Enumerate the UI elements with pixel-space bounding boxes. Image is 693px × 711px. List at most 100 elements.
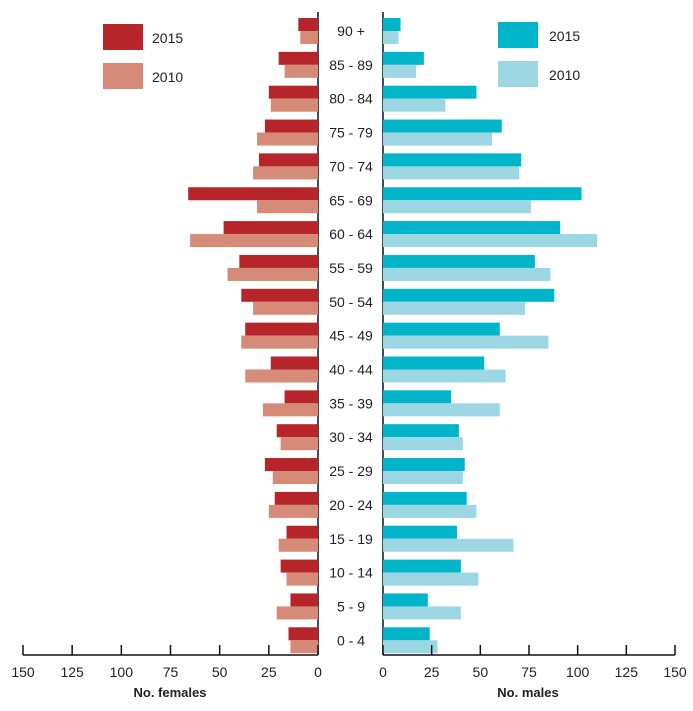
female-bar-2015-5 [188,187,318,201]
male-bar-2010-14 [383,504,477,518]
age-group-label: 25 - 29 [329,463,373,479]
age-group-label: 0 - 4 [337,632,365,648]
female-legend-swatch-2010 [103,63,143,89]
male-x-tick-label: 75 [521,664,537,680]
female-bar-2015-12 [276,424,318,438]
age-group-label: 20 - 24 [329,497,373,513]
female-bar-2015-3 [264,119,318,133]
female-x-tick-label: 75 [163,664,179,680]
male-bar-2015-6 [383,221,561,235]
male-x-tick-label: 125 [615,664,639,680]
age-group-label: 30 - 34 [329,429,373,445]
female-bar-2010-13 [272,471,318,485]
age-group-label: 55 - 59 [329,260,373,276]
male-x-axis-title: No. males [497,685,558,700]
male-bar-2015-17 [383,593,428,607]
female-bar-2015-11 [284,390,318,404]
male-bar-2010-10 [383,369,506,383]
female-bar-2010-8 [253,301,318,315]
male-bar-2010-8 [383,301,526,315]
male-bar-2015-2 [383,85,477,99]
female-bar-2015-8 [241,288,318,302]
male-bar-2015-4 [383,153,522,167]
male-bar-2015-15 [383,525,457,539]
female-bar-2010-12 [280,437,318,451]
male-legend-swatch-2010 [498,61,538,87]
male-bar-2010-1 [383,64,417,78]
female-bar-2015-4 [259,153,318,167]
male-bar-2015-3 [383,119,502,133]
female-legend-swatch-2015 [103,24,143,50]
female-bar-2010-14 [268,504,318,518]
female-bar-2010-3 [257,132,318,146]
female-x-axis-title: No. females [134,685,207,700]
male-bar-2015-13 [383,458,465,472]
age-group-label: 60 - 64 [329,226,373,242]
female-bar-2010-15 [278,538,318,552]
female-bar-2015-7 [239,254,318,268]
male-bar-2015-18 [383,627,430,641]
male-bar-2010-4 [383,166,520,180]
male-x-tick-label: 100 [566,664,590,680]
female-bar-2015-10 [270,356,318,370]
age-group-label: 75 - 79 [329,125,373,141]
female-bar-2010-10 [245,369,318,383]
female-x-tick-label: 50 [212,664,228,680]
female-bar-2015-9 [245,322,318,336]
male-bar-2010-17 [383,606,461,620]
male-x-tick-label: 0 [379,664,387,680]
female-legend-label-2010: 2010 [152,69,183,85]
age-group-label: 5 - 9 [337,598,365,614]
male-x-tick-label: 25 [424,664,440,680]
female-bar-2010-0 [300,31,318,44]
female-bar-2015-14 [274,491,318,505]
male-bar-2010-0 [383,31,399,44]
male-bar-2010-2 [383,98,446,112]
female-bar-2010-9 [241,335,318,349]
male-bar-2010-15 [383,538,514,552]
male-bar-2015-9 [383,322,500,336]
female-legend-label-2015: 2015 [152,30,183,46]
male-bar-2010-11 [383,403,500,417]
female-bar-2010-18 [290,640,318,654]
female-bar-2010-5 [257,200,318,214]
male-bar-2010-12 [383,437,463,451]
female-bar-2010-11 [262,403,318,417]
male-bar-2010-9 [383,335,549,349]
female-x-tick-label: 125 [60,664,84,680]
male-bar-2010-13 [383,471,463,485]
age-group-label: 85 - 89 [329,57,373,73]
age-group-label: 40 - 44 [329,362,373,378]
female-bar-2015-1 [278,51,318,65]
male-bar-2015-12 [383,424,459,438]
age-group-label: 50 - 54 [329,294,373,310]
female-bar-2015-13 [264,458,318,472]
female-bar-2015-0 [298,18,318,31]
female-x-tick-label: 25 [261,664,277,680]
female-bar-2010-17 [276,606,318,620]
female-bar-2010-7 [227,267,318,281]
male-bar-2015-14 [383,491,467,505]
male-bar-2015-10 [383,356,485,370]
female-x-tick-label: 0 [314,664,322,680]
male-x-tick-label: 150 [663,664,687,680]
male-bar-2010-6 [383,234,598,248]
male-bar-2015-5 [383,187,582,201]
male-bar-2015-8 [383,288,555,302]
male-legend-label-2015: 2015 [549,28,580,44]
female-x-tick-label: 100 [110,664,134,680]
female-bar-2015-2 [268,85,318,99]
female-bar-2015-18 [288,627,318,641]
female-x-tick-label: 150 [11,664,35,680]
female-bar-2010-16 [286,572,318,586]
male-legend-label-2010: 2010 [549,67,580,83]
male-legend-swatch-2015 [498,22,538,48]
age-group-label: 15 - 19 [329,531,373,547]
female-bar-2015-6 [223,221,318,235]
male-bar-2015-7 [383,254,535,268]
male-bar-2010-16 [383,572,479,586]
female-bar-2015-15 [286,525,318,539]
female-bar-2010-2 [270,98,318,112]
male-bar-2015-1 [383,51,424,65]
